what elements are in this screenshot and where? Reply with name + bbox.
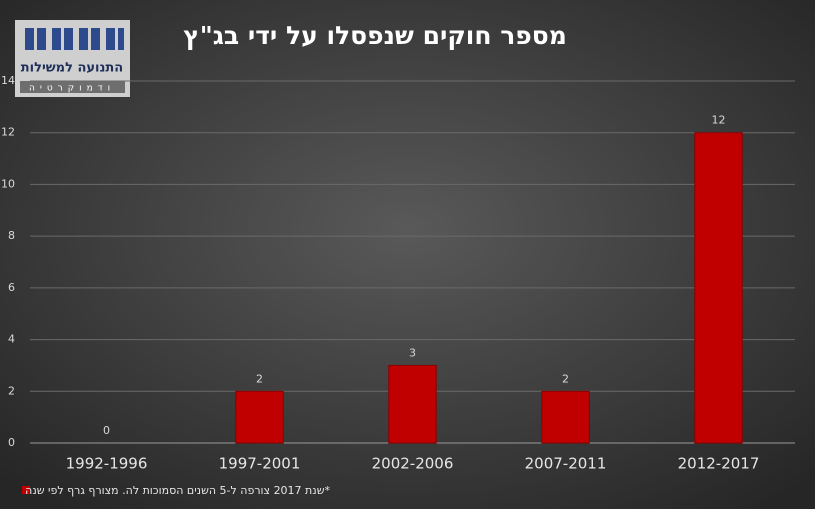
legend-swatch xyxy=(22,486,30,494)
bar xyxy=(235,390,284,444)
x-tick-label: 2012-2017 xyxy=(678,455,760,473)
data-label: 12 xyxy=(712,114,726,127)
logo-strip xyxy=(20,81,125,93)
y-tick-label: 4 xyxy=(8,333,15,346)
data-label: 2 xyxy=(562,372,569,385)
chart-title: מספר חוקים שנפסלו על ידי בג"ץ xyxy=(183,21,567,50)
legend-label: *שנת 2017 צורפה ל-5 השנים הסמוכות לה. מצ… xyxy=(25,484,330,497)
logo-subtitle: ודמוקרטיה xyxy=(29,84,115,94)
data-label: 3 xyxy=(409,346,416,359)
data-label: 0 xyxy=(103,424,110,437)
data-label: 2 xyxy=(256,372,263,385)
bar xyxy=(694,132,743,444)
x-tick-label: 1992-1996 xyxy=(66,455,148,473)
y-tick-label: 0 xyxy=(8,436,15,449)
y-tick-label: 2 xyxy=(8,384,15,397)
y-tick-label: 6 xyxy=(8,281,15,294)
x-tick-label: 2002-2006 xyxy=(372,455,454,473)
bar xyxy=(541,390,590,444)
logo: התנועה למשילות ודמוקרטיה xyxy=(15,20,130,97)
logo-icon xyxy=(25,28,124,50)
x-tick-label: 2007-2011 xyxy=(525,455,607,473)
logo-title: התנועה למשילות xyxy=(21,61,123,76)
x-tick-label: 1997-2001 xyxy=(219,455,301,473)
y-tick-label: 14 xyxy=(1,74,15,87)
y-tick-label: 12 xyxy=(1,126,15,139)
y-tick-label: 8 xyxy=(8,229,15,242)
y-tick-label: 10 xyxy=(1,177,15,190)
bar xyxy=(388,364,437,444)
